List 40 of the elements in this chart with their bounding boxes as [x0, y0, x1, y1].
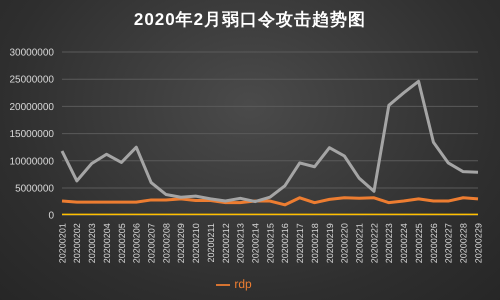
- x-tick-label: 20200202: [72, 223, 82, 264]
- x-tick-label: 20200205: [116, 223, 127, 264]
- x-tick-label: 20200204: [102, 223, 112, 264]
- y-tick-label: 10000000: [10, 156, 54, 168]
- x-tick-label: 20200215: [265, 223, 276, 264]
- x-tick-label: 20200218: [310, 223, 320, 264]
- x-tick-label: 20200203: [87, 223, 98, 264]
- x-tick-label: 20200217: [295, 223, 306, 264]
- x-tick-label: 20200208: [161, 223, 172, 264]
- x-tick-label: 20200219: [324, 223, 335, 264]
- chart-title: 2020年2月弱口令攻击趋势图: [132, 9, 368, 31]
- x-tick-label: 20200207: [146, 223, 157, 264]
- line-series: [60, 196, 480, 206]
- x-tick-label: 20200225: [414, 223, 424, 264]
- y-tick-label: 30000000: [10, 48, 54, 59]
- y-tick-label: 5000000: [15, 184, 54, 195]
- x-tick-label: 20200209: [176, 223, 186, 264]
- y-tick-label: 15000000: [10, 129, 54, 140]
- x-tick-label: 20200227: [444, 223, 454, 264]
- x-tick-label: 20200220: [340, 223, 350, 264]
- legend-label: rdp: [234, 277, 252, 292]
- x-tick-label: 20200201: [57, 223, 68, 264]
- y-tick-label: 20000000: [10, 102, 54, 113]
- x-tick-label: 20200223: [384, 223, 394, 264]
- x-tick-label: 20200213: [236, 223, 246, 264]
- x-tick-label: 20200214: [250, 223, 261, 264]
- line-series: [60, 80, 480, 204]
- x-tick-label: 20200216: [280, 223, 290, 264]
- x-tick-label: 20200226: [428, 223, 439, 264]
- y-tick-label: 25000000: [10, 74, 54, 86]
- x-tick-label: 20200228: [458, 223, 469, 264]
- x-tick-label: 20200222: [369, 223, 380, 264]
- x-tick-label: 20200210: [191, 223, 202, 264]
- x-tick-label: 20200206: [132, 223, 142, 264]
- y-tick-label: 0: [48, 210, 54, 222]
- x-tick-label: 20200224: [399, 223, 410, 264]
- x-tick-label: 20200211: [206, 223, 216, 263]
- x-tick-label: 20200229: [473, 223, 484, 264]
- x-tick-label: 20200212: [220, 223, 231, 264]
- x-tick-label: 20200221: [354, 223, 365, 264]
